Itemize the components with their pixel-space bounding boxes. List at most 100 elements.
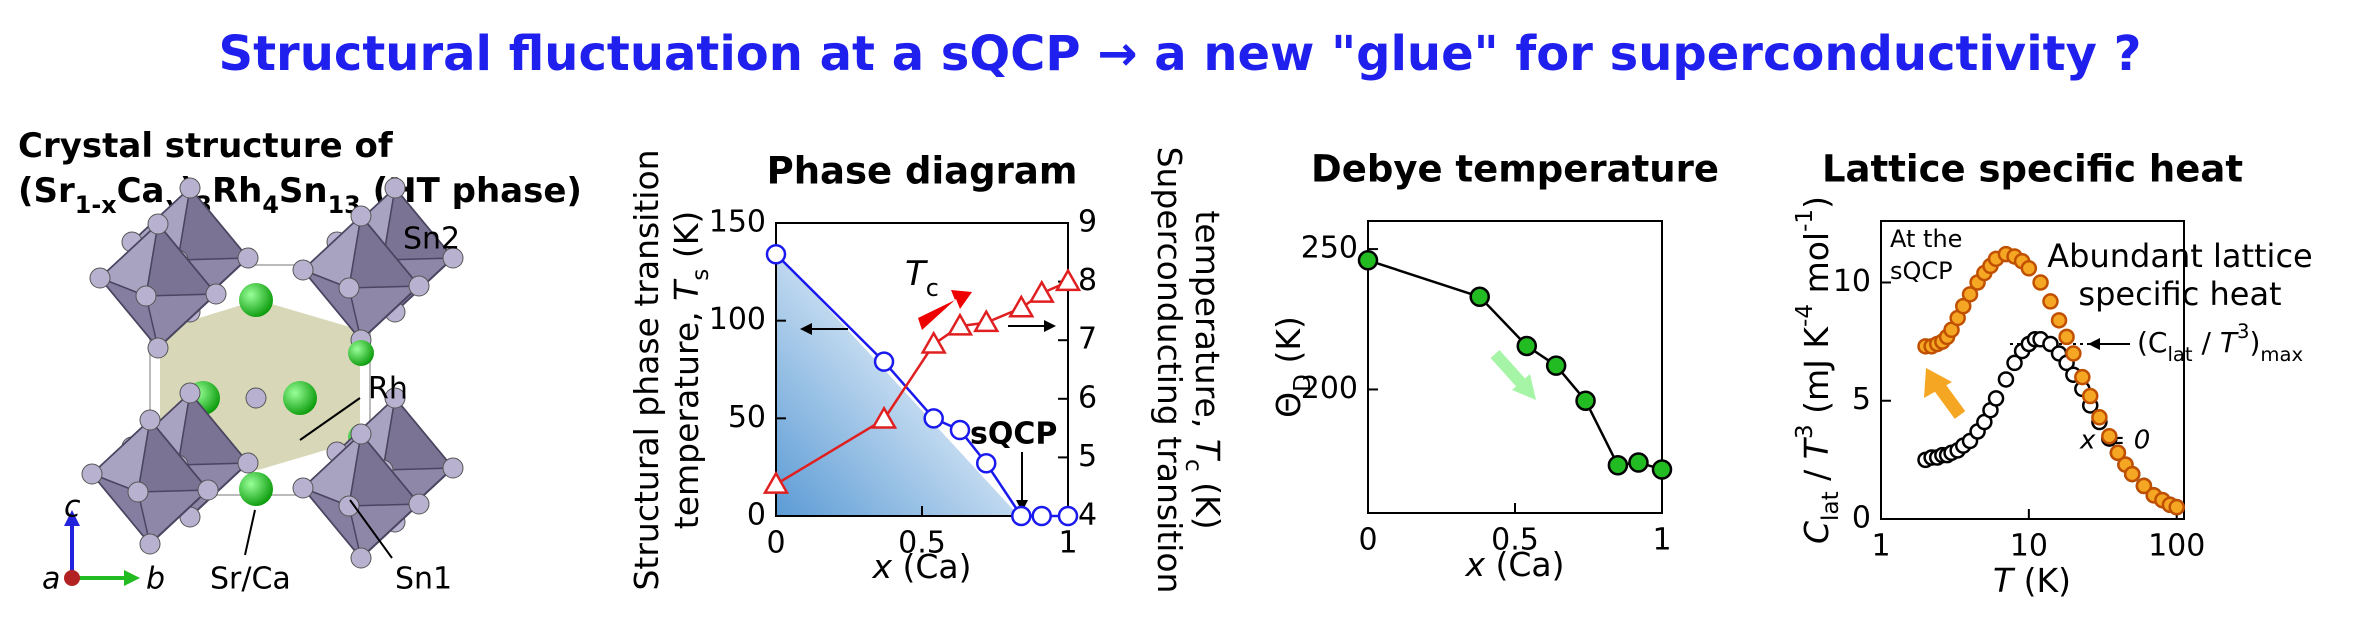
y2-tick-label: 4: [1078, 498, 1097, 533]
data-point: [2065, 345, 2082, 362]
data-point: [946, 312, 974, 336]
label-part: (K): [667, 211, 706, 269]
x-axis-label: x (Ca): [871, 547, 971, 586]
data-point: [873, 351, 895, 372]
label-part: Structural phase transition: [627, 149, 666, 590]
arrow: [1932, 381, 1966, 419]
data-point: [1607, 455, 1629, 476]
data-point: [2081, 387, 2099, 405]
data-point: [1628, 452, 1649, 473]
label-part: T: [667, 278, 706, 301]
heading-part: Crystal structure of: [18, 126, 394, 166]
label-part: ): [1797, 196, 1836, 209]
arrow-head: [1924, 368, 1952, 398]
data-point: [973, 309, 1000, 333]
label-part: mol: [1797, 232, 1836, 304]
annotation: sQCP: [970, 417, 1057, 452]
data-point: [2042, 293, 2059, 310]
data-point: [1057, 505, 1079, 527]
label-part: c: [1181, 459, 1207, 472]
formula-part: Ca: [117, 171, 165, 211]
label-part: (Ca): [1485, 545, 1565, 584]
formula-part: Sn: [279, 171, 328, 211]
label-part: -1: [1792, 209, 1818, 232]
data-point: [949, 419, 971, 441]
label-part: D: [1290, 374, 1316, 392]
data-point: [2135, 477, 2153, 495]
label-part: Θ: [1269, 392, 1308, 418]
data-point: [975, 453, 997, 474]
data-point: [2109, 444, 2127, 462]
annotation: Abundant lattice: [2047, 237, 2312, 275]
x-axis-label: T (K): [1993, 561, 2071, 600]
data-point: [1054, 268, 1082, 292]
panel-title: Phase diagram: [767, 150, 1078, 193]
annotation-part: (C: [2137, 326, 2167, 359]
annotation-part: max: [2260, 343, 2303, 366]
label-part: x: [1464, 545, 1485, 584]
arrow-head: [2088, 338, 2100, 350]
y-tick-label: 150: [709, 205, 766, 240]
annotation: sQCP: [1890, 257, 1953, 285]
y2-axis-label: temperature, Tc (K): [1181, 210, 1228, 529]
formula-part: 4: [262, 191, 279, 219]
series-line: [1367, 259, 1663, 471]
data-point: [1011, 505, 1032, 527]
data-point: [2032, 274, 2049, 291]
formula-part: (Sr: [18, 171, 75, 211]
crystal-drawing: [64, 177, 464, 586]
shaded-region: [776, 252, 1019, 516]
data-point: [762, 470, 790, 494]
y2-tick-label: 6: [1078, 380, 1097, 415]
data-point: [2050, 312, 2068, 329]
plot-area: [1880, 220, 2185, 520]
y2-tick-label: 5: [1078, 439, 1097, 474]
label-part: temperature,: [667, 301, 706, 529]
x-tick-label: 0: [1358, 523, 1377, 558]
x-tick-label: 100: [2148, 529, 2205, 564]
data-point: [1575, 390, 1596, 411]
label-part: Superconducting transition: [1151, 147, 1190, 594]
data-point: [1961, 286, 1979, 303]
y-axis-label: ΘD (K): [1269, 316, 1316, 418]
label-part: (K): [2013, 561, 2071, 600]
y-tick-label: 0: [1852, 501, 1871, 536]
label-part: T: [1993, 561, 2016, 600]
y-tick-label: 10: [1833, 264, 1871, 299]
data-point: [2123, 465, 2141, 483]
panel-title: Debye temperature: [1311, 148, 1719, 191]
data-point: [1545, 355, 1567, 376]
data-point: [920, 330, 947, 354]
x-tick-label: 0: [766, 526, 785, 561]
x-tick-label: 1: [1058, 526, 1077, 561]
data-point: [2091, 409, 2108, 426]
annotation: At the: [1890, 225, 1962, 253]
label-part: -4: [1792, 304, 1818, 327]
arrow-head: [800, 323, 812, 335]
axes-frame: [1880, 220, 2185, 520]
x-axis-label: x (Ca): [1464, 545, 1564, 584]
label-part: (K): [1189, 472, 1228, 530]
annotation-part: T: [905, 254, 928, 294]
y-tick-label: 0: [747, 498, 766, 533]
annotation: (Clat / T3)max: [2137, 320, 2303, 366]
y-tick-label: 100: [709, 302, 766, 337]
y-tick-label: 50: [728, 400, 766, 435]
x-tick-label: 1: [1652, 523, 1671, 558]
plot-area: [1357, 220, 1673, 514]
data-point: [2101, 427, 2118, 445]
x-tick-label: 0.5: [898, 526, 946, 561]
data-point: [1651, 459, 1673, 480]
arrow-head: [1512, 374, 1536, 400]
annotation-part: T: [2220, 326, 2239, 359]
label-part: (Ca): [892, 547, 972, 586]
panel-title: Lattice specific heat: [1822, 148, 2243, 191]
data-point: [2074, 368, 2091, 386]
annotation-part: 3: [2237, 320, 2249, 343]
formula-part: Rh: [212, 171, 262, 211]
slide-title: Structural fluctuation at a sQCP → a new…: [219, 26, 2142, 82]
data-point: [2168, 498, 2185, 516]
atom-label: Rh: [368, 372, 408, 407]
label-part: T: [1797, 436, 1836, 459]
